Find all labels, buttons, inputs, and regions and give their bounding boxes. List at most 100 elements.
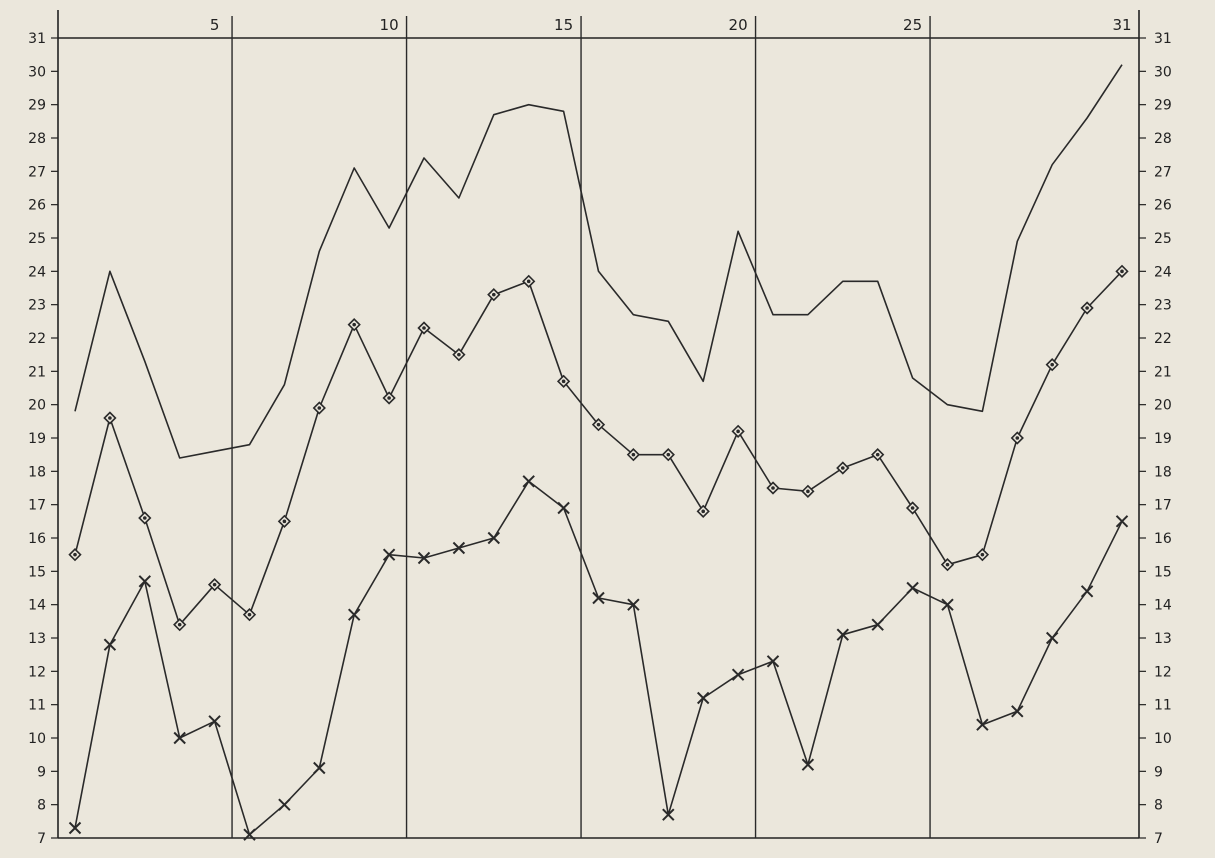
series-3-point <box>976 718 989 731</box>
series-2-point-center <box>736 429 740 434</box>
series-2-point-center <box>1050 362 1054 367</box>
y-tick-label-left: 30 <box>28 64 46 80</box>
series-2-point-center <box>875 452 880 457</box>
y-tick-label-right: 11 <box>1154 698 1172 714</box>
y-tick-label-left: 9 <box>37 764 46 780</box>
series-3-point <box>382 548 396 561</box>
series-2-point-center <box>108 416 112 420</box>
series-2-point-center <box>910 506 915 510</box>
series-2-point-center <box>666 452 671 457</box>
y-tick-label-left: 23 <box>28 298 46 314</box>
y-tick-label-left: 10 <box>28 731 46 747</box>
y-tick-label-left: 17 <box>28 498 46 514</box>
y-tick-label-right: 7 <box>1154 831 1163 847</box>
series-3-point <box>557 501 570 515</box>
x-tick-label: 10 <box>380 16 399 34</box>
y-tick-label-left: 31 <box>28 31 46 47</box>
series-2-point-center <box>806 489 810 494</box>
series-2-point-center <box>1120 269 1124 274</box>
series-2-point-center <box>317 406 322 410</box>
series-3-point <box>1115 515 1129 528</box>
series-3-point <box>243 828 256 841</box>
y-tick-label-left: 20 <box>28 398 46 414</box>
y-tick-label-right: 30 <box>1154 64 1172 80</box>
y-tick-label-right: 24 <box>1154 264 1172 280</box>
series-3-point <box>208 715 221 728</box>
series-2-point-center <box>1085 306 1089 310</box>
y-tick-label-left: 28 <box>28 131 46 147</box>
y-tick-label-right: 25 <box>1154 231 1172 247</box>
series-3-point <box>103 638 117 651</box>
y-tick-label-right: 10 <box>1154 731 1172 747</box>
y-tick-label-right: 16 <box>1154 531 1172 547</box>
series-3-point <box>696 691 710 705</box>
y-tick-label-right: 21 <box>1154 364 1172 380</box>
y-tick-label-right: 9 <box>1154 764 1163 780</box>
series-1-line <box>74 64 1123 459</box>
y-tick-label-left: 26 <box>28 198 46 214</box>
series-2-point-center <box>247 612 252 617</box>
series-2-point-center <box>387 396 391 400</box>
series-2-point-center <box>1015 436 1020 440</box>
series-2-point-center <box>561 379 566 384</box>
series-3-point <box>138 575 152 588</box>
series-2-point-center <box>177 622 182 627</box>
series-2-point-center <box>73 552 77 557</box>
y-tick-label-right: 29 <box>1154 98 1172 114</box>
series-2-point-center <box>771 486 775 490</box>
y-tick-label-right: 12 <box>1154 664 1172 680</box>
x-tick-label: 25 <box>903 16 922 34</box>
series-2-point-center <box>282 519 287 524</box>
y-tick-label-left: 12 <box>28 664 46 680</box>
series-3-point <box>871 618 884 631</box>
series-3-point <box>836 628 850 641</box>
y-tick-label-left: 13 <box>28 631 46 647</box>
y-tick-label-right: 26 <box>1154 198 1172 214</box>
y-tick-label-right: 18 <box>1154 464 1172 480</box>
series-3-point <box>347 608 361 621</box>
series-3-point <box>173 731 186 745</box>
series-2-point-center <box>352 322 357 327</box>
series-3-point <box>906 581 919 595</box>
series-2-point-center <box>596 422 601 427</box>
y-tick-label-left: 8 <box>37 798 46 814</box>
series-2-point-center <box>980 552 985 557</box>
series-3-point <box>592 591 605 605</box>
y-tick-label-left: 27 <box>28 164 46 180</box>
series-3-point <box>522 475 535 488</box>
series-3-point <box>1080 585 1094 598</box>
y-tick-label-right: 14 <box>1154 598 1172 614</box>
series-2-point-center <box>526 279 531 284</box>
series-3-point <box>313 761 326 775</box>
series-2-point-center <box>422 326 426 330</box>
series-3-point <box>278 798 291 811</box>
series-3-point <box>731 668 745 681</box>
x-tick-label: 15 <box>554 16 573 34</box>
y-tick-label-right: 23 <box>1154 298 1172 314</box>
series-3-point <box>627 598 640 611</box>
series-3-point <box>662 808 675 821</box>
y-tick-label-left: 18 <box>28 464 46 480</box>
series-3-point <box>417 551 431 565</box>
y-tick-label-left: 21 <box>28 364 46 380</box>
x-tick-label: 20 <box>729 16 748 34</box>
y-tick-label-left: 25 <box>28 231 46 247</box>
y-tick-label-left: 16 <box>28 531 46 547</box>
y-tick-label-right: 20 <box>1154 398 1172 414</box>
y-tick-label-left: 7 <box>37 831 46 847</box>
y-tick-label-left: 22 <box>28 331 46 347</box>
y-tick-label-left: 24 <box>28 264 46 280</box>
series-3-point <box>452 541 466 555</box>
y-tick-label-right: 27 <box>1154 164 1172 180</box>
y-tick-label-left: 14 <box>28 598 46 614</box>
y-tick-label-right: 22 <box>1154 331 1172 347</box>
y-tick-label-left: 11 <box>28 698 46 714</box>
series-3-point <box>801 758 815 771</box>
series-3-point <box>1011 705 1024 718</box>
y-tick-label-right: 31 <box>1154 31 1172 47</box>
y-tick-label-right: 13 <box>1154 631 1172 647</box>
series-3-point <box>766 655 780 668</box>
y-tick-label-right: 28 <box>1154 131 1172 147</box>
